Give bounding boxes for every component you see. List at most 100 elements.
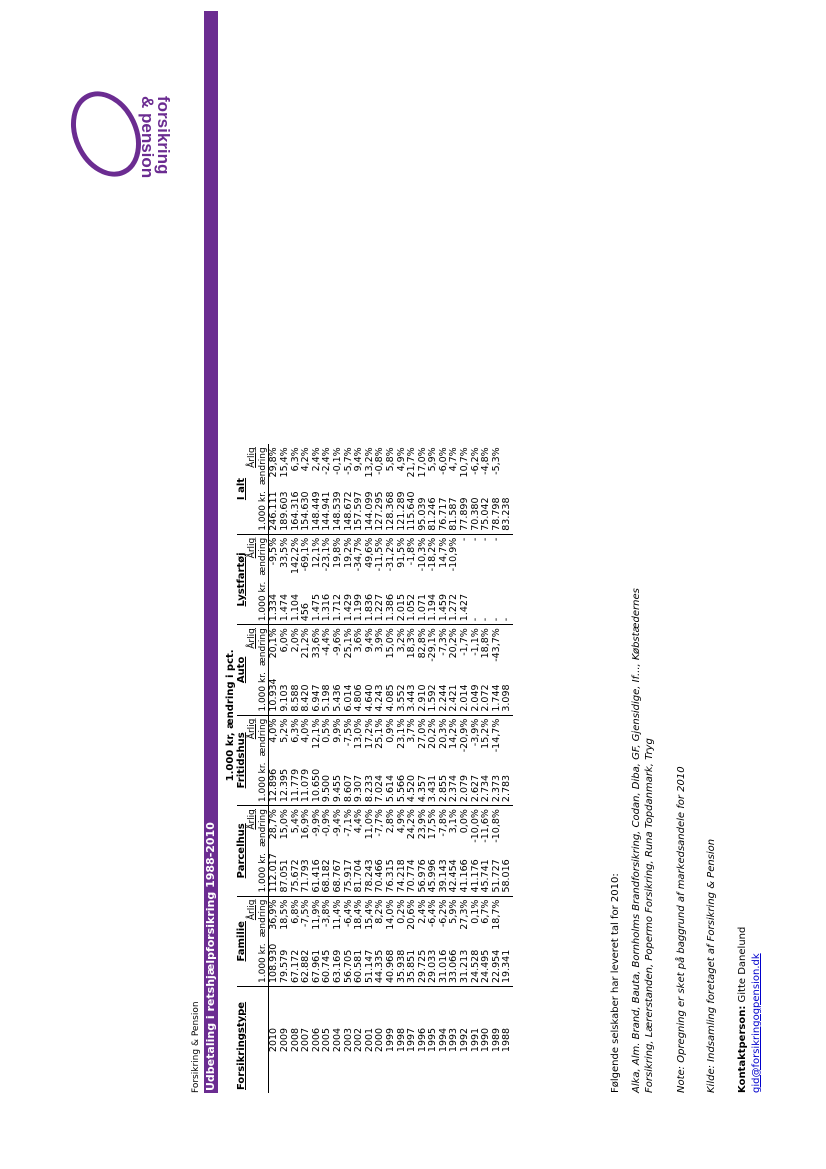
change-cell (502, 534, 513, 578)
subheader-value: 1.000 kr. (257, 578, 269, 625)
change-cell: 6,0% (278, 628, 290, 653)
table-row: 1989 22.954 18,7% 51.727 -10,8% 2.373 -14,7% 1.… (490, 444, 503, 1093)
table-row: 2004 63.169 11,4% 68.767 -9,4% 9.455 9,9% 5.436… (331, 444, 344, 1093)
subheader-blank (247, 849, 258, 897)
change-cell: -0,1% (331, 447, 343, 475)
note-text: Note: Opregning er sket på baggrund af m… (676, 766, 687, 1093)
subheader-blank (247, 488, 258, 535)
year-cell: 2009 (278, 1027, 290, 1053)
value-cell: 40.968 (385, 940, 397, 987)
table-body: 2010 108.930 36,9% 112.017 28,7% 12.896 4,0% 10… (268, 444, 514, 1093)
year-cell: 2004 (331, 1027, 343, 1053)
change-cell (502, 715, 513, 759)
value-cell: 83.238 (501, 488, 514, 535)
change-cell: 15,4% (278, 447, 290, 478)
subheader-change: ændring (257, 715, 269, 760)
subheader-change: ændring (257, 444, 269, 489)
change-cell (502, 444, 513, 488)
group-header: Familie (236, 896, 248, 987)
value-cell: 87.051 (279, 849, 291, 897)
contact-label: Kontaktperson: (737, 1005, 748, 1093)
group-header: Auto (236, 624, 248, 716)
table-row: 1990 24.495 6,7% 45.741 -11,6% 2.734 15,2% 2.07… (480, 444, 492, 1093)
value-cell: 58.016 (501, 849, 514, 897)
change-cell: 0,9% (384, 718, 396, 743)
subheader-annual: Årlig (247, 809, 258, 830)
value-cell: 4.085 (385, 669, 397, 716)
subheader-change: ændring (257, 896, 269, 941)
value-cell: 128.368 (385, 488, 397, 535)
subheader-change: ændring (257, 805, 269, 850)
subheader-annual: Årlig (247, 899, 258, 921)
change-cell: 33,5% (278, 537, 290, 568)
change-cell: 15,0% (278, 809, 290, 840)
value-cell: - (501, 578, 514, 625)
change-cell: 5,2% (278, 718, 290, 743)
source-text: Kilde: Indsamling foretaget af Forsikrin… (706, 838, 717, 1093)
logo-swirl (71, 91, 141, 177)
change-cell: 18,7% (490, 899, 502, 930)
table-row: 1999 40.968 14,0% 76.315 2,8% 5.614 0,9% 4.085 1… (384, 444, 397, 1093)
group-header: Fritidshus (236, 715, 248, 806)
subheader-blank (247, 940, 258, 987)
value-cell: 1.386 (385, 578, 397, 625)
change-cell: 15,0% (384, 628, 396, 659)
subheader-value: 1.000 kr. (257, 759, 269, 806)
page-title: Udbetaling i retshjælpforsikring 1988-20… (204, 822, 217, 1091)
subheader-annual: Årlig (247, 628, 258, 649)
subheader-annual: Årlig (247, 718, 258, 740)
logo-word-2: & pension (138, 96, 157, 178)
change-cell: 14,0% (384, 899, 396, 930)
value-cell: 79.579 (279, 940, 291, 987)
companies-intro: Følgende selskaber har leveret tal for 2… (610, 873, 621, 1093)
payout-table: 1.000 kr, ændring i pct. Forsikringstype… (225, 444, 514, 1093)
value-cell: 2.783 (501, 759, 514, 806)
subheader-value: 1.000 kr. (257, 849, 269, 897)
subheader-blank (247, 759, 258, 806)
change-cell: -43,7% (490, 628, 502, 662)
value-cell: 63.169 (332, 940, 344, 987)
contact-name: Gitte Danelund (737, 926, 748, 1003)
change-cell: -31,2% (384, 537, 396, 572)
change-cell: 9,9% (331, 718, 343, 743)
value-cell: 5.614 (385, 759, 397, 806)
change-cell: 11,4% (331, 899, 343, 930)
value-cell: 19.341 (501, 940, 514, 987)
value-cell: 3.098 (501, 669, 514, 716)
year-cell: 1988 (501, 1027, 513, 1053)
email-link[interactable]: gid@forsikringogpension.dk (751, 953, 762, 1093)
value-cell: 68.767 (332, 849, 344, 897)
change-cell (502, 625, 513, 669)
group-header: I alt (236, 444, 248, 535)
value-cell: 9.103 (279, 669, 291, 716)
subheader-value: 1.000 kr. (257, 669, 269, 716)
subheader-annual: Årlig (247, 447, 258, 468)
value-cell: 148.539 (332, 488, 344, 535)
value-cell: 76.315 (385, 849, 397, 897)
change-cell: 19,8% (331, 537, 343, 568)
table-row: 1988 19.341 58.016 2.783 3.098 - 83.238 (501, 444, 514, 1093)
change-cell: 18,5% (278, 899, 290, 930)
value-cell: 189.603 (279, 488, 291, 535)
subheader-change: ændring (257, 624, 269, 670)
value-cell: 5.436 (332, 669, 344, 716)
change-cell: 2,8% (384, 809, 396, 834)
subheader-value: 1.000 kr. (257, 940, 269, 987)
value-cell: 9.455 (332, 759, 344, 806)
change-cell: -10,8% (490, 809, 502, 843)
subheader-change: ændring (257, 534, 269, 579)
subheader-blank (247, 669, 258, 716)
logo-word-1: forsikring (154, 96, 173, 174)
type-header: Forsikringstype (235, 1001, 247, 1090)
value-cell: 1.474 (279, 578, 291, 625)
value-cell: 12.395 (279, 759, 291, 806)
contact-line: Kontaktperson: Gitte Danelund (737, 927, 748, 1093)
group-header: Parcelhus (236, 805, 248, 897)
forsikring-pension-logo: forsikring & pension (71, 91, 173, 178)
change-cell: -5,3% (490, 447, 502, 475)
change-cell: -9,6% (331, 628, 343, 656)
subheader-annual: Årlig (247, 537, 258, 559)
group-header: Lystfartøj (236, 534, 248, 625)
change-cell (502, 896, 513, 940)
table-row: 1991 24.528 0,1% 41.176 -10,0% 2.627 -3,9% 2.04… (470, 444, 482, 1093)
